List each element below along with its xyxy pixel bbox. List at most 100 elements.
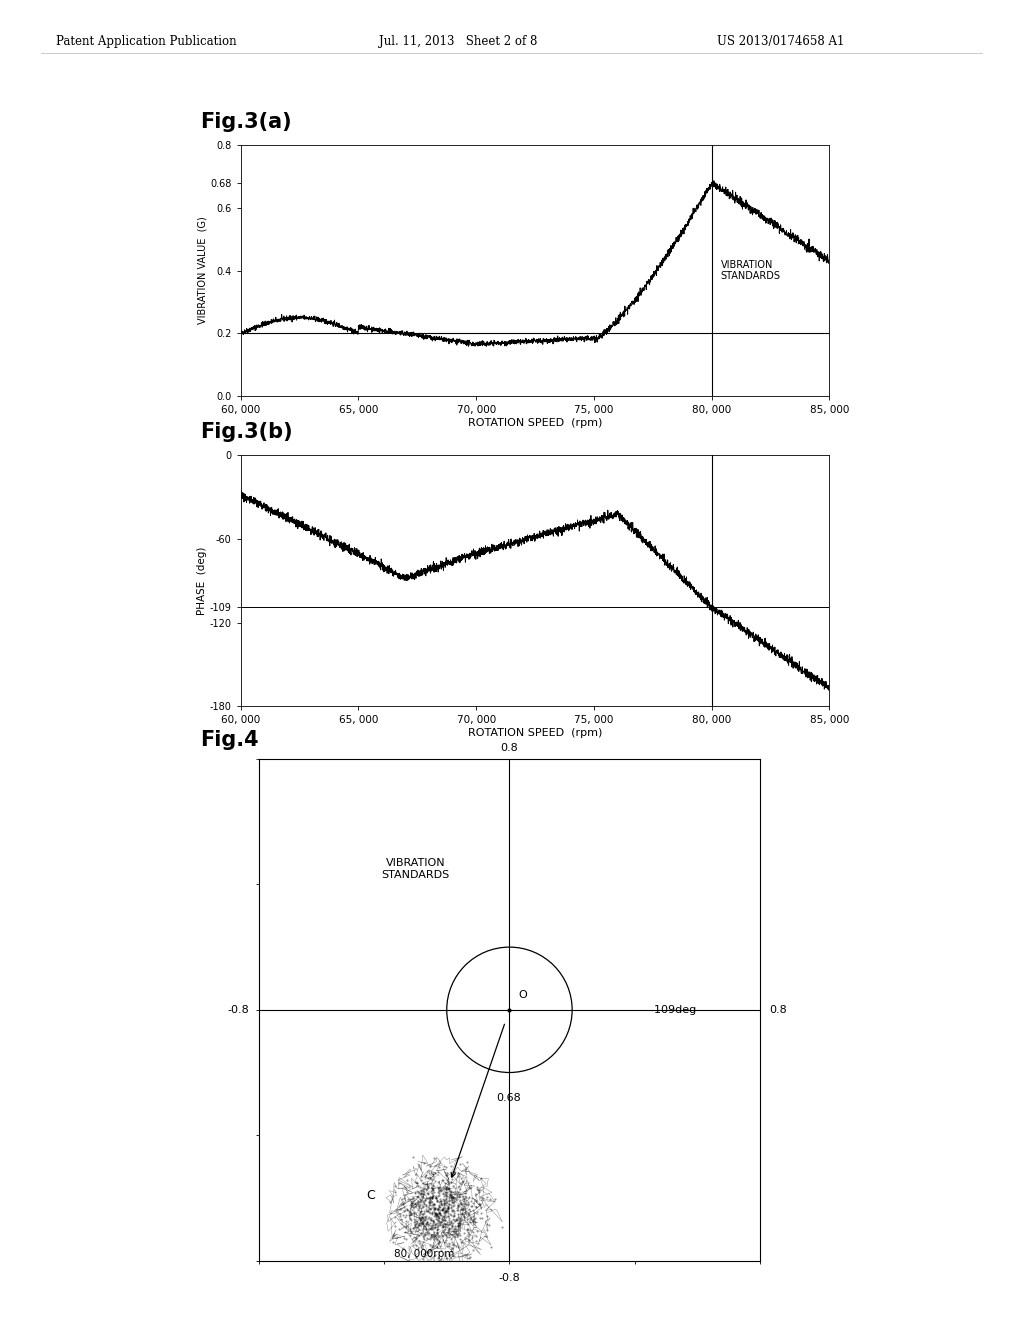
Point bbox=[445, 1221, 462, 1242]
Point bbox=[438, 1199, 455, 1220]
Point bbox=[431, 1213, 447, 1234]
Point bbox=[472, 1187, 488, 1208]
Point bbox=[444, 1189, 461, 1210]
Point bbox=[446, 1188, 463, 1209]
Point bbox=[433, 1191, 450, 1212]
Point bbox=[440, 1199, 457, 1220]
Point bbox=[413, 1222, 429, 1243]
Point bbox=[435, 1199, 452, 1220]
Point bbox=[393, 1193, 410, 1214]
Point bbox=[403, 1188, 420, 1209]
Point bbox=[412, 1197, 428, 1218]
Point bbox=[438, 1181, 455, 1203]
Point bbox=[452, 1212, 468, 1233]
Point bbox=[463, 1206, 479, 1228]
Point bbox=[437, 1224, 454, 1245]
Point bbox=[481, 1188, 498, 1209]
Point bbox=[420, 1200, 436, 1221]
Point bbox=[416, 1228, 432, 1249]
X-axis label: ROTATION SPEED  (rpm): ROTATION SPEED (rpm) bbox=[468, 729, 602, 738]
Point bbox=[435, 1216, 452, 1237]
Point bbox=[461, 1203, 477, 1224]
Point bbox=[434, 1197, 451, 1218]
Point bbox=[422, 1189, 438, 1210]
Point bbox=[440, 1195, 457, 1216]
Point bbox=[418, 1213, 434, 1234]
Point bbox=[443, 1224, 460, 1245]
Point bbox=[432, 1192, 449, 1213]
Point bbox=[437, 1213, 454, 1234]
Point bbox=[433, 1180, 450, 1201]
Point bbox=[437, 1201, 454, 1222]
Point bbox=[421, 1222, 437, 1243]
Point bbox=[429, 1191, 445, 1212]
Point bbox=[423, 1225, 439, 1246]
Point bbox=[440, 1220, 457, 1241]
Point bbox=[420, 1201, 436, 1222]
Point bbox=[443, 1185, 460, 1206]
Point bbox=[455, 1199, 471, 1220]
Point bbox=[401, 1218, 418, 1239]
Point bbox=[410, 1185, 426, 1206]
Point bbox=[420, 1183, 436, 1204]
Point bbox=[427, 1216, 443, 1237]
Point bbox=[407, 1216, 423, 1237]
Point bbox=[431, 1203, 447, 1224]
Point bbox=[443, 1187, 460, 1208]
Point bbox=[465, 1199, 481, 1220]
Point bbox=[427, 1197, 443, 1218]
Point bbox=[433, 1210, 450, 1232]
Point bbox=[462, 1177, 478, 1199]
Point bbox=[453, 1232, 469, 1253]
Point bbox=[416, 1152, 432, 1173]
Point bbox=[450, 1224, 466, 1245]
Point bbox=[395, 1193, 412, 1214]
Point bbox=[414, 1204, 430, 1225]
Point bbox=[407, 1181, 423, 1203]
Point bbox=[411, 1232, 427, 1253]
Point bbox=[418, 1206, 434, 1228]
Point bbox=[441, 1172, 458, 1193]
Point bbox=[452, 1210, 468, 1232]
Point bbox=[423, 1236, 439, 1257]
Point bbox=[442, 1197, 459, 1218]
Point bbox=[443, 1191, 460, 1212]
Point bbox=[479, 1205, 496, 1226]
Point bbox=[414, 1234, 430, 1255]
Point bbox=[436, 1176, 453, 1197]
Point bbox=[434, 1217, 451, 1238]
Point bbox=[449, 1209, 465, 1230]
Point bbox=[442, 1212, 459, 1233]
Point bbox=[428, 1188, 444, 1209]
Point bbox=[435, 1200, 452, 1221]
Point bbox=[460, 1205, 476, 1226]
Point bbox=[474, 1206, 490, 1228]
Text: -109deg: -109deg bbox=[650, 1005, 696, 1015]
Point bbox=[456, 1188, 472, 1209]
Point bbox=[439, 1171, 456, 1192]
Point bbox=[396, 1206, 413, 1228]
Point bbox=[437, 1188, 454, 1209]
Point bbox=[415, 1187, 431, 1208]
Point bbox=[430, 1232, 446, 1253]
Point bbox=[427, 1203, 443, 1224]
Point bbox=[467, 1230, 483, 1251]
Point bbox=[486, 1189, 503, 1210]
Point bbox=[430, 1205, 446, 1226]
Point bbox=[445, 1176, 462, 1197]
Point bbox=[438, 1187, 455, 1208]
Point bbox=[439, 1226, 456, 1247]
Point bbox=[454, 1171, 470, 1192]
Point bbox=[434, 1214, 451, 1236]
Point bbox=[390, 1172, 407, 1193]
Point bbox=[437, 1176, 454, 1197]
Point bbox=[446, 1222, 463, 1243]
Point bbox=[393, 1188, 410, 1209]
Point bbox=[430, 1210, 446, 1232]
Point bbox=[392, 1205, 409, 1226]
Point bbox=[422, 1189, 438, 1210]
Point bbox=[430, 1156, 446, 1177]
Point bbox=[452, 1208, 468, 1229]
Point bbox=[451, 1214, 467, 1236]
Point bbox=[450, 1199, 466, 1220]
